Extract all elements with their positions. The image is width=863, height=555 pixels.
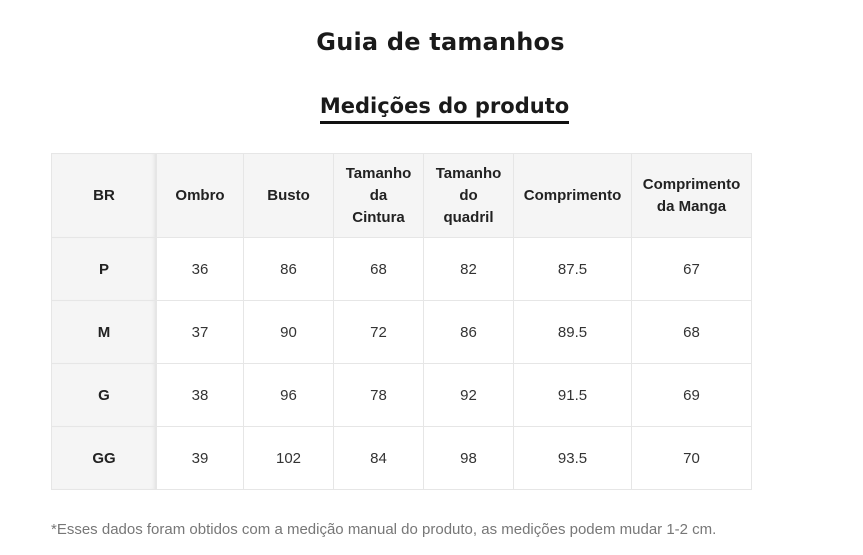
- table-cell: 38: [156, 363, 244, 427]
- table-row: G 38 96 78 92 91.5 69: [51, 363, 752, 427]
- section-subtitle: Medições do produto: [319, 94, 570, 124]
- table-cell: 87.5: [513, 237, 632, 301]
- table-cell: 86: [243, 237, 334, 301]
- size-label-cell: P: [51, 237, 157, 301]
- size-label-cell: G: [51, 363, 157, 427]
- header-cell-comprimento: Comprimento: [513, 153, 632, 238]
- header-cell-br: BR: [51, 153, 157, 238]
- table-cell: 96: [243, 363, 334, 427]
- page-title: Guia de tamanhos: [316, 28, 565, 56]
- table-cell: 70: [631, 426, 752, 490]
- header-cell-manga: Comprimento da Manga: [631, 153, 752, 238]
- table-cell: 37: [156, 300, 244, 364]
- table-cell: 102: [243, 426, 334, 490]
- table-cell: 84: [333, 426, 424, 490]
- table-body: P 36 86 68 82 87.5 67 M 37 90 72 86 89.5…: [51, 237, 752, 490]
- table-row: M 37 90 72 86 89.5 68: [51, 300, 752, 364]
- table-cell: 86: [423, 300, 514, 364]
- table-cell: 36: [156, 237, 244, 301]
- table-cell: 78: [333, 363, 424, 427]
- header-cell-busto: Busto: [243, 153, 334, 238]
- table-row: GG 39 102 84 98 93.5 70: [51, 426, 752, 490]
- table-cell: 98: [423, 426, 514, 490]
- size-table: BR Ombro Busto Tamanho da Cintura Tamanh…: [51, 153, 752, 490]
- table-cell: 68: [333, 237, 424, 301]
- header-cell-ombro: Ombro: [156, 153, 244, 238]
- size-label-cell: M: [51, 300, 157, 364]
- measurement-note: *Esses dados foram obtidos com a medição…: [51, 521, 717, 538]
- table-cell: 82: [423, 237, 514, 301]
- subtitle-container: Medições do produto: [0, 94, 863, 124]
- table-row: P 36 86 68 82 87.5 67: [51, 237, 752, 301]
- table-cell: 90: [243, 300, 334, 364]
- table-cell: 72: [333, 300, 424, 364]
- header-cell-cintura: Tamanho da Cintura: [333, 153, 424, 238]
- table-cell: 93.5: [513, 426, 632, 490]
- table-cell: 39: [156, 426, 244, 490]
- table-cell: 91.5: [513, 363, 632, 427]
- table-cell: 67: [631, 237, 752, 301]
- table-cell: 89.5: [513, 300, 632, 364]
- header-cell-quadril: Tamanho do quadril: [423, 153, 514, 238]
- table-cell: 92: [423, 363, 514, 427]
- size-label-cell: GG: [51, 426, 157, 490]
- table-header: BR Ombro Busto Tamanho da Cintura Tamanh…: [51, 153, 752, 238]
- header-row: BR Ombro Busto Tamanho da Cintura Tamanh…: [51, 153, 752, 238]
- table-cell: 69: [631, 363, 752, 427]
- table-cell: 68: [631, 300, 752, 364]
